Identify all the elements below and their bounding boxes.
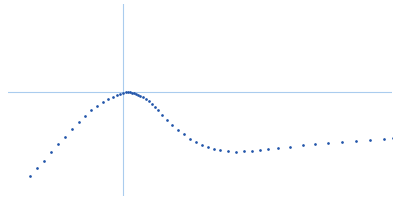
Point xyxy=(69,128,75,131)
Point xyxy=(127,90,133,93)
Point xyxy=(137,94,143,97)
Point xyxy=(353,139,359,142)
Point xyxy=(62,135,68,138)
Point xyxy=(325,141,331,144)
Point xyxy=(159,113,165,116)
Point xyxy=(100,100,106,104)
Point xyxy=(164,118,170,121)
Point xyxy=(257,148,263,152)
Point xyxy=(381,137,387,140)
Point xyxy=(135,93,141,96)
Point xyxy=(300,143,306,146)
Point xyxy=(105,97,111,101)
Point xyxy=(175,129,181,132)
Point xyxy=(287,145,293,149)
Point xyxy=(241,150,247,153)
Point xyxy=(143,97,149,101)
Point xyxy=(55,142,61,145)
Point xyxy=(265,147,271,151)
Point xyxy=(129,91,135,94)
Point xyxy=(149,103,155,106)
Point xyxy=(181,133,187,136)
Point xyxy=(120,91,126,94)
Point xyxy=(48,151,54,154)
Point xyxy=(34,166,40,169)
Point xyxy=(249,150,255,153)
Point xyxy=(110,95,116,98)
Point xyxy=(169,123,175,127)
Point xyxy=(199,143,205,146)
Point xyxy=(187,137,193,140)
Point xyxy=(94,105,100,108)
Point xyxy=(114,93,120,96)
Point xyxy=(88,109,94,112)
Point xyxy=(312,142,318,145)
Point xyxy=(155,109,161,112)
Point xyxy=(76,120,82,124)
Point xyxy=(217,148,223,152)
Point xyxy=(225,150,231,153)
Point xyxy=(82,114,88,117)
Point xyxy=(390,136,396,139)
Point xyxy=(275,146,281,150)
Point xyxy=(233,151,239,154)
Point xyxy=(367,138,373,141)
Point xyxy=(193,140,199,143)
Point xyxy=(205,145,211,149)
Point xyxy=(41,159,47,162)
Point xyxy=(140,95,146,98)
Point xyxy=(123,90,129,93)
Point xyxy=(152,106,158,109)
Point xyxy=(146,99,152,103)
Point xyxy=(117,92,123,95)
Point xyxy=(133,92,139,95)
Point xyxy=(27,175,33,178)
Point xyxy=(131,91,137,94)
Point xyxy=(125,90,131,93)
Point xyxy=(339,140,345,143)
Point xyxy=(211,147,217,151)
